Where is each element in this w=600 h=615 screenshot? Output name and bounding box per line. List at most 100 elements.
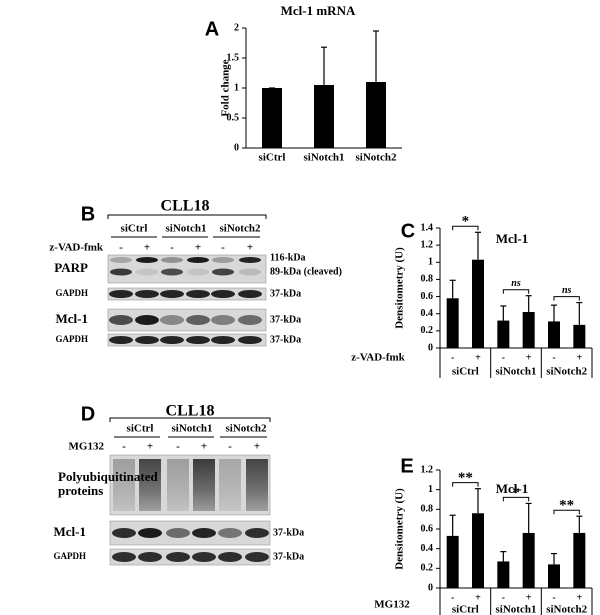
y-axis-label: Densitometry (U)	[394, 247, 406, 329]
title-bracket	[109, 417, 271, 422]
significance-bracket	[452, 225, 479, 231]
blot-title: CLL18	[161, 198, 210, 215]
bar	[522, 532, 535, 588]
significance-bracket	[502, 496, 530, 502]
lane-sign: +	[147, 441, 153, 453]
lane-sign: +	[195, 242, 201, 254]
treatment-label: MG132	[374, 599, 410, 611]
y-tick-label: 0.8	[421, 274, 434, 285]
blot-smear	[113, 459, 135, 511]
blot-band	[218, 552, 242, 562]
treatment-sign: +	[475, 592, 481, 603]
group-label: siNotch1	[496, 604, 537, 615]
y-tick-label: 1.5	[227, 52, 240, 63]
blot-band	[245, 528, 269, 538]
blot-band	[112, 552, 136, 562]
treatment-sign: -	[451, 352, 454, 363]
blot-band	[245, 552, 269, 562]
significance-label: ns	[562, 285, 572, 296]
blot-band	[192, 552, 216, 562]
bar	[472, 513, 484, 588]
x-tick-label: siNotch2	[356, 152, 397, 164]
blot-band	[218, 528, 242, 538]
blot-band	[160, 336, 184, 344]
blot-title: CLL18	[166, 403, 215, 420]
group-label: siNotch2	[546, 366, 587, 378]
x-tick-label: siCtrl	[259, 152, 286, 164]
bar	[262, 88, 282, 148]
lane-sign: -	[119, 242, 123, 254]
y-tick-label: 0.2	[421, 563, 434, 574]
lane-sign: -	[170, 242, 174, 254]
blot-band	[138, 528, 162, 538]
blot-band	[109, 336, 133, 344]
blot-band	[135, 315, 159, 325]
row-label: GAPDH	[56, 288, 89, 298]
group-label: siCtrl	[127, 423, 154, 435]
blot-band	[212, 268, 234, 276]
group-label: siNotch1	[496, 366, 537, 378]
significance-bracket	[452, 482, 479, 487]
size-label: 116-kDa	[270, 252, 306, 263]
blot-band	[161, 257, 183, 263]
chart-title: Mcl-1	[496, 481, 528, 496]
panel-letter: B	[81, 203, 95, 225]
blot-smear	[139, 459, 161, 511]
size-label: 37-kDa	[270, 334, 301, 345]
group-label: siNotch1	[166, 223, 207, 235]
blot-smear	[193, 459, 215, 511]
bar	[573, 532, 586, 588]
blot-smear	[219, 459, 241, 511]
y-tick-label: 0.4	[421, 308, 434, 319]
blot-band	[238, 336, 262, 344]
bar	[548, 321, 560, 348]
blot-band	[186, 336, 210, 344]
blot-band	[112, 528, 136, 538]
size-label: 37-kDa	[270, 288, 301, 299]
y-tick-label: 0.6	[421, 523, 434, 534]
bar	[497, 320, 510, 348]
blot-band	[239, 268, 261, 276]
size-label: 89-kDa (cleaved)	[270, 266, 342, 277]
blot-band	[160, 315, 184, 325]
row-label: Mcl-1	[54, 524, 86, 539]
bar	[522, 312, 535, 348]
significance-bracket	[553, 296, 580, 301]
treatment-sign: +	[576, 592, 582, 603]
treatment-sign: +	[576, 352, 582, 363]
y-tick-label: 0.2	[421, 325, 434, 336]
group-label: siNotch2	[546, 604, 587, 615]
group-label: siNotch2	[220, 223, 261, 235]
lane-sign: +	[254, 441, 260, 453]
blot-band	[110, 257, 132, 263]
y-tick-label: 0.4	[421, 543, 434, 554]
blot-band	[186, 315, 210, 325]
chart-title: Mcl-1 mRNA	[281, 3, 356, 18]
blot-band	[238, 315, 262, 325]
blot-band	[110, 268, 132, 276]
significance-label: *	[512, 485, 520, 501]
y-tick-label: 0	[428, 582, 433, 593]
blot-band	[138, 552, 162, 562]
blot-band	[187, 268, 209, 276]
blot-band	[136, 257, 158, 263]
significance-label: *	[462, 214, 470, 230]
y-tick-label: 0	[428, 342, 433, 353]
bar	[472, 259, 484, 348]
treatment-label: z-VAD-fmk	[351, 352, 405, 364]
significance-label: ns	[511, 278, 521, 289]
group-label: siNotch1	[172, 423, 213, 435]
y-tick-label: 1.2	[421, 464, 434, 475]
y-tick-label: 1	[234, 82, 239, 93]
row-label: Polyubiquitinated	[58, 469, 158, 484]
group-label: siCtrl	[452, 604, 479, 615]
row-label: proteins	[58, 483, 103, 498]
blot-band	[109, 290, 133, 298]
treatment-sign: +	[526, 592, 532, 603]
title-bracket	[107, 214, 267, 219]
size-label: 37-kDa	[270, 314, 301, 325]
panel-letter: D	[81, 403, 95, 425]
bar	[573, 324, 586, 348]
blot-band	[239, 257, 261, 263]
blot-strip	[109, 454, 271, 516]
